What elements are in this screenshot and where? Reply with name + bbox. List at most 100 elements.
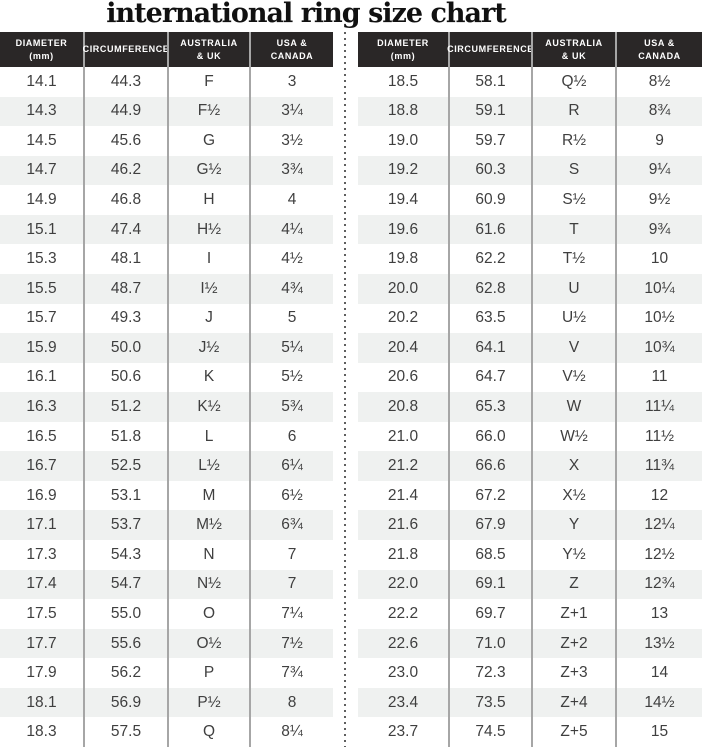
table-cell: Y½ <box>531 540 615 570</box>
table-cell: 3¼ <box>249 97 333 127</box>
table-cell: 17.1 <box>0 510 83 540</box>
table-cell: W½ <box>531 422 615 452</box>
tables-container: DIAMETER(mm)CIRCUMFERENCEAUSTRALIA& UKUS… <box>0 32 702 747</box>
table-cell: 67.9 <box>448 510 531 540</box>
table-cell: 55.0 <box>83 599 167 629</box>
table-cell: G <box>167 126 249 156</box>
table-cell: 64.1 <box>448 333 531 363</box>
table-cell: 48.1 <box>83 244 167 274</box>
table-cell: Y <box>531 510 615 540</box>
table-cell: 5¼ <box>249 333 333 363</box>
table-cell: Z+4 <box>531 688 615 718</box>
table-cell: 20.6 <box>358 363 448 393</box>
table-cell: 56.2 <box>83 658 167 688</box>
table-cell: 66.6 <box>448 451 531 481</box>
table-cell: 23.0 <box>358 658 448 688</box>
table-cell: G½ <box>167 156 249 186</box>
table-cell: N½ <box>167 570 249 600</box>
table-cell: I <box>167 244 249 274</box>
table-cell: 16.7 <box>0 451 83 481</box>
table-cell: 5¾ <box>249 392 333 422</box>
table-cell: 17.5 <box>0 599 83 629</box>
table-cell: 74.5 <box>448 717 531 747</box>
table-cell: 4 <box>249 185 333 215</box>
table-cell: M½ <box>167 510 249 540</box>
table-cell: 20.4 <box>358 333 448 363</box>
table-row: 16.953.1M6½ <box>0 481 333 511</box>
table-row: 14.545.6G3½ <box>0 126 333 156</box>
table-row: 15.749.3J5 <box>0 304 333 334</box>
table-cell: 6 <box>249 422 333 452</box>
table-cell: 60.9 <box>448 185 531 215</box>
table-row: 17.454.7N½7 <box>0 570 333 600</box>
table-row: 16.551.8L6 <box>0 422 333 452</box>
table-cell: 7½ <box>249 629 333 659</box>
table-cell: H <box>167 185 249 215</box>
table-cell: W <box>531 392 615 422</box>
table-cell: 19.2 <box>358 156 448 186</box>
table-cell: 4½ <box>249 244 333 274</box>
table-cell: 17.3 <box>0 540 83 570</box>
column-header-diameter: DIAMETER(mm) <box>0 32 83 67</box>
table-cell: 6½ <box>249 481 333 511</box>
table-cell: 19.8 <box>358 244 448 274</box>
page-title: international ring size chart <box>0 0 612 31</box>
table-cell: 53.7 <box>83 510 167 540</box>
table-cell: 63.5 <box>448 304 531 334</box>
table-cell: 7¾ <box>249 658 333 688</box>
table-row: 17.956.2P7¾ <box>0 658 333 688</box>
table-cell: 9¼ <box>615 156 702 186</box>
table-cell: 73.5 <box>448 688 531 718</box>
table-row: 19.059.7R½9 <box>358 126 702 156</box>
table-cell: 4¼ <box>249 215 333 245</box>
table-row: 20.865.3W11¼ <box>358 392 702 422</box>
table-cell: 7 <box>249 570 333 600</box>
table-row: 19.260.3S9¼ <box>358 156 702 186</box>
table-row: 21.066.0W½11½ <box>358 422 702 452</box>
table-cell: O½ <box>167 629 249 659</box>
table-cell: 19.4 <box>358 185 448 215</box>
table-cell: 16.3 <box>0 392 83 422</box>
table-cell: 15.5 <box>0 274 83 304</box>
table-cell: 14 <box>615 658 702 688</box>
table-cell: X <box>531 451 615 481</box>
table-cell: 21.6 <box>358 510 448 540</box>
table-row: 23.473.5Z+414½ <box>358 688 702 718</box>
table-cell: 60.3 <box>448 156 531 186</box>
column-header-usa-canada: USA &CANADA <box>615 32 702 67</box>
table-row: 14.344.9F½3¼ <box>0 97 333 127</box>
table-cell: 18.5 <box>358 67 448 97</box>
table-row: 21.467.2X½12 <box>358 481 702 511</box>
table-cell: R½ <box>531 126 615 156</box>
table-cell: J <box>167 304 249 334</box>
table-header-row: DIAMETER(mm)CIRCUMFERENCEAUSTRALIA& UKUS… <box>358 32 702 67</box>
column-header-diameter: DIAMETER(mm) <box>358 32 448 67</box>
table-cell: 50.0 <box>83 333 167 363</box>
table-cell: 3½ <box>249 126 333 156</box>
table-cell: 12½ <box>615 540 702 570</box>
table-row: 17.354.3N7 <box>0 540 333 570</box>
table-cell: 10¼ <box>615 274 702 304</box>
table-row: 21.868.5Y½12½ <box>358 540 702 570</box>
table-cell: J½ <box>167 333 249 363</box>
table-cell: 7¼ <box>249 599 333 629</box>
table-row: 20.263.5U½10½ <box>358 304 702 334</box>
dotted-divider <box>333 32 358 747</box>
table-cell: 21.8 <box>358 540 448 570</box>
table-cell: 68.5 <box>448 540 531 570</box>
table-cell: 13 <box>615 599 702 629</box>
table-cell: 7 <box>249 540 333 570</box>
table-cell: K <box>167 363 249 393</box>
table-cell: Z+5 <box>531 717 615 747</box>
table-cell: S½ <box>531 185 615 215</box>
table-cell: 46.8 <box>83 185 167 215</box>
table-row: 20.664.7V½11 <box>358 363 702 393</box>
table-cell: 66.0 <box>448 422 531 452</box>
table-row: 15.548.7I½4¾ <box>0 274 333 304</box>
table-cell: 45.6 <box>83 126 167 156</box>
table-cell: 59.7 <box>448 126 531 156</box>
table-cell: 72.3 <box>448 658 531 688</box>
table-cell: 5½ <box>249 363 333 393</box>
table-cell: X½ <box>531 481 615 511</box>
table-cell: 51.2 <box>83 392 167 422</box>
